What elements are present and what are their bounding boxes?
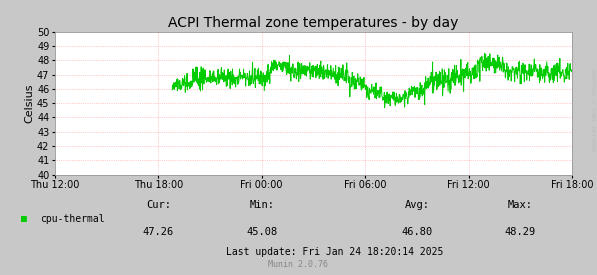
Title: ACPI Thermal zone temperatures - by day: ACPI Thermal zone temperatures - by day	[168, 16, 458, 31]
Text: Munin 2.0.76: Munin 2.0.76	[269, 260, 328, 269]
Text: 45.08: 45.08	[246, 227, 278, 237]
Text: cpu-thermal: cpu-thermal	[41, 214, 105, 224]
Text: Max:: Max:	[507, 200, 533, 210]
Text: Last update: Fri Jan 24 18:20:14 2025: Last update: Fri Jan 24 18:20:14 2025	[226, 247, 443, 257]
Text: RRDTOOL / TOBI OETIKER: RRDTOOL / TOBI OETIKER	[591, 69, 596, 151]
Text: 48.29: 48.29	[504, 227, 536, 237]
Text: ■: ■	[21, 214, 27, 224]
Y-axis label: Celsius: Celsius	[24, 83, 34, 123]
Text: Avg:: Avg:	[404, 200, 429, 210]
Text: Cur:: Cur:	[146, 200, 171, 210]
Text: 46.80: 46.80	[401, 227, 432, 237]
Text: Min:: Min:	[249, 200, 274, 210]
Text: 47.26: 47.26	[143, 227, 174, 237]
